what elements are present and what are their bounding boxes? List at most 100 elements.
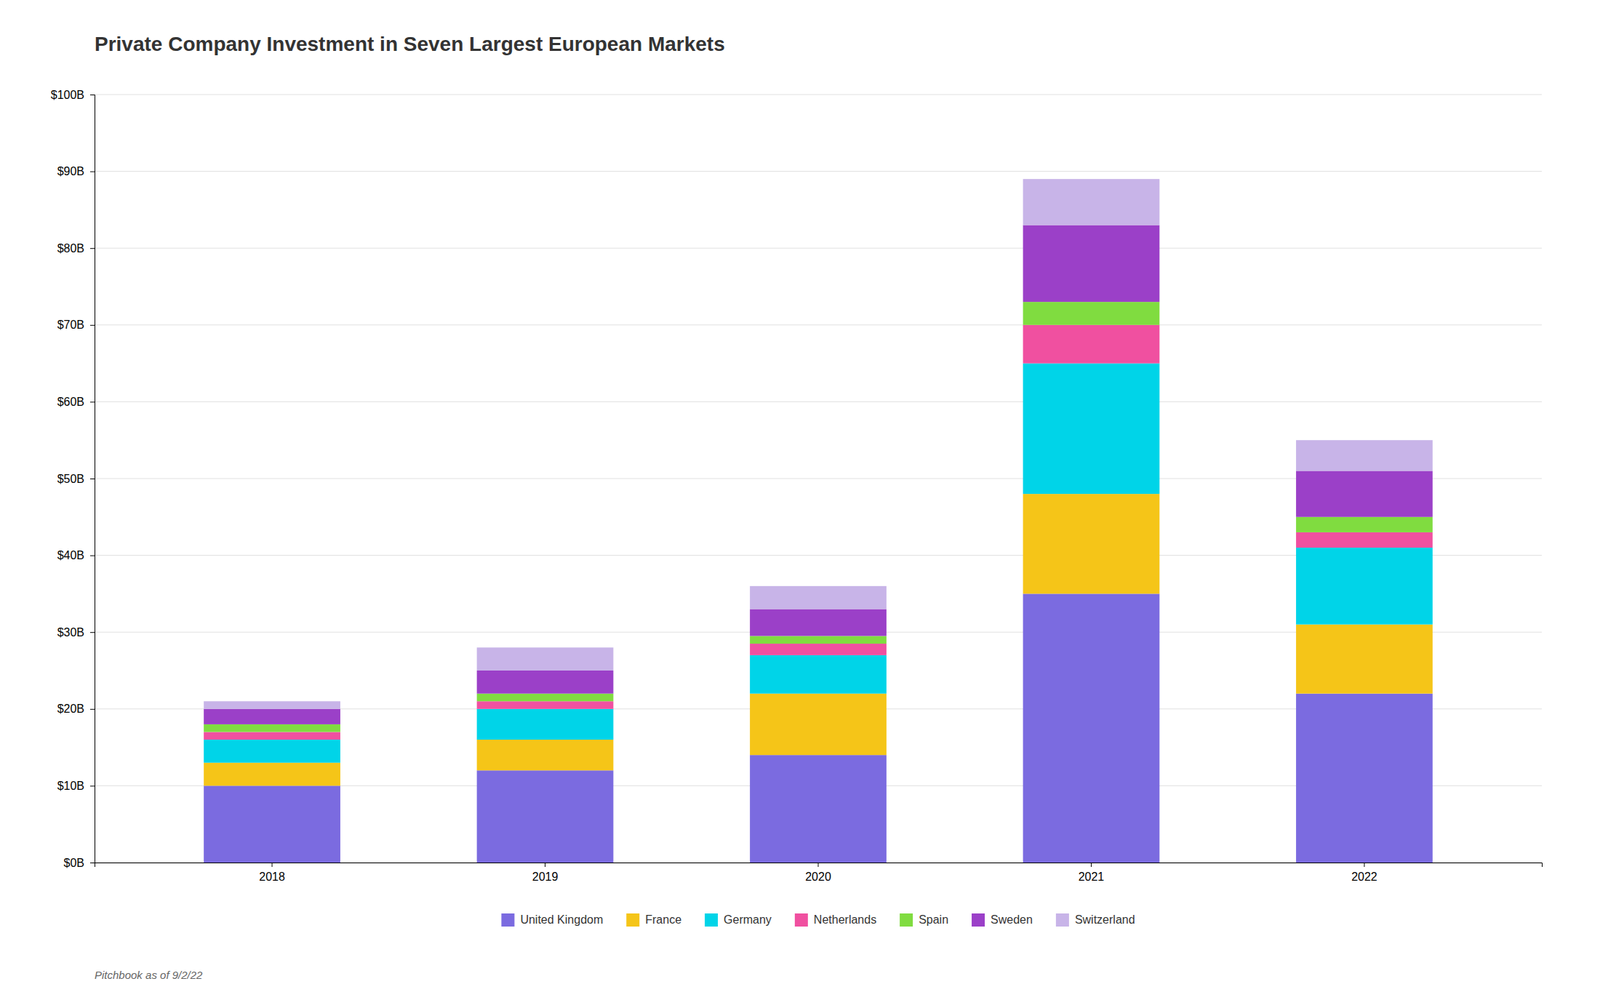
legend-item: France	[626, 913, 682, 927]
chart: $0B$10B$20B$30B$40B$50B$60B$70B$80B$90B$…	[0, 0, 1600, 1008]
bar	[477, 770, 614, 863]
bar-series	[203, 493, 1433, 786]
y-tick-label: $40B	[57, 549, 85, 562]
y-axis: $0B$10B$20B$30B$40B$50B$60B$70B$80B$90B$…	[50, 88, 96, 870]
y-axis-line	[90, 95, 96, 864]
legend-label: Netherlands	[813, 913, 877, 926]
bars	[203, 178, 1433, 863]
bar	[1296, 517, 1433, 533]
plot: $0B$10B$20B$30B$40B$50B$60B$70B$80B$90B$…	[50, 88, 1543, 884]
x-tick-label: 2019	[532, 870, 559, 883]
legend-swatch	[899, 913, 913, 927]
y-tick-mark	[90, 555, 95, 557]
bar	[749, 635, 887, 644]
x-axis-line	[95, 863, 1543, 868]
legend-swatch	[1056, 913, 1070, 927]
bar	[203, 724, 341, 733]
bar	[1023, 493, 1160, 594]
grid-line	[94, 248, 1542, 249]
grid-line	[94, 324, 1542, 326]
bar	[749, 586, 887, 610]
bar	[477, 670, 614, 694]
y-tick: $100B	[50, 88, 95, 102]
legend-item: United Kingdom	[501, 913, 603, 927]
y-tick-mark	[90, 171, 95, 173]
y-tick-mark	[90, 862, 95, 864]
legend-item: Switzerland	[1056, 913, 1136, 927]
y-tick-label: $90B	[57, 165, 85, 178]
x-tick-mark	[818, 862, 819, 867]
annotation: Pitchbook as of 9/2/22	[94, 968, 203, 982]
y-tick-mark	[90, 785, 95, 787]
legend-label: France	[645, 913, 682, 926]
y-tick-mark	[90, 94, 95, 96]
y-tick-mark	[90, 632, 95, 633]
y-tick: $30B	[57, 626, 95, 639]
x-tick-label: 2021	[1078, 870, 1105, 883]
bar	[749, 643, 887, 656]
legend-swatch	[626, 913, 640, 927]
bar	[203, 762, 341, 787]
bar	[1023, 225, 1160, 303]
title: Private Company Investment in Seven Larg…	[94, 32, 726, 56]
legend-label: Switzerland	[1074, 913, 1136, 926]
bar	[1296, 470, 1433, 517]
legend-label: Germany	[723, 913, 772, 926]
bar	[749, 655, 887, 694]
x-tick-label: 2022	[1351, 870, 1378, 883]
legend-item: Spain	[899, 913, 949, 927]
y-tick-label: $0B	[64, 856, 85, 870]
x-tick-mark	[1363, 862, 1365, 867]
bar	[1296, 440, 1433, 471]
bar-series	[203, 178, 1433, 710]
x-tick-mark	[544, 862, 546, 867]
y-tick-mark	[90, 401, 95, 403]
y-tick: $50B	[57, 472, 95, 486]
bar	[1023, 325, 1160, 364]
y-tick: $40B	[57, 549, 95, 562]
bar	[203, 709, 341, 725]
x-tick: 2021	[1078, 862, 1105, 883]
y-tick: $80B	[57, 242, 95, 255]
y-tick-label: $70B	[57, 318, 85, 331]
bar	[203, 701, 341, 710]
bar	[477, 709, 614, 740]
bar-series	[203, 363, 1433, 763]
bar	[203, 785, 341, 863]
legend-label: United Kingdom	[520, 913, 603, 926]
bar-series	[203, 225, 1433, 725]
y-tick: $70B	[57, 318, 95, 331]
y-tick-mark	[90, 248, 95, 249]
y-tick-label: $100B	[50, 88, 85, 102]
x-tick-label: 2020	[805, 870, 832, 883]
grid-line	[94, 170, 1542, 172]
bar	[1023, 363, 1160, 495]
bar	[749, 754, 887, 863]
y-tick-label: $20B	[57, 702, 85, 715]
x-axis: 2018 2019 2020 2021 2022	[95, 862, 1543, 883]
legend: United Kingdom France Germany Netherlands Sp…	[501, 913, 1135, 927]
bar	[1023, 301, 1160, 326]
x-tick: 2018	[258, 862, 286, 883]
y-tick: $0B	[64, 856, 95, 870]
grid	[94, 94, 1542, 863]
bar	[749, 609, 887, 637]
y-tick: $90B	[57, 165, 95, 178]
bar	[1296, 547, 1433, 625]
legend-swatch	[971, 913, 985, 927]
bar-series	[203, 301, 1433, 732]
y-tick-label: $10B	[57, 779, 85, 792]
y-tick-mark	[90, 709, 95, 710]
y-tick-label: $80B	[57, 242, 85, 255]
bar	[477, 739, 614, 771]
bar	[1023, 593, 1160, 863]
bar	[203, 731, 341, 740]
bar-series	[203, 325, 1433, 740]
x-tick: 2022	[1351, 862, 1378, 883]
y-tick-label: $50B	[57, 472, 85, 486]
bar	[1296, 532, 1433, 548]
bar	[1296, 693, 1433, 863]
bar	[477, 701, 614, 710]
y-tick: $10B	[57, 779, 95, 792]
bar	[477, 647, 614, 671]
